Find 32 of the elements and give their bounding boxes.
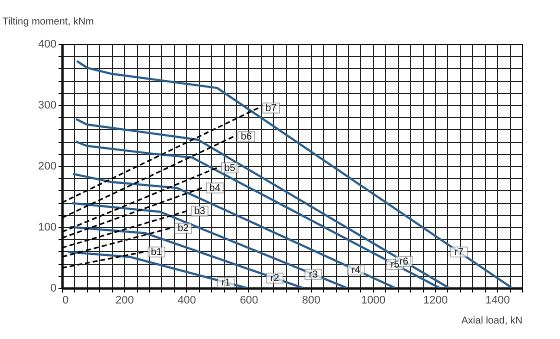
y-axis-title: Tilting moment, kNm	[2, 16, 94, 28]
y-tick-label: 400	[38, 38, 56, 50]
x-tick-label: 600	[240, 294, 258, 306]
x-axis-title: Axial load, kN	[461, 316, 522, 326]
series-label: r1	[221, 277, 231, 288]
line-series	[74, 140, 441, 288]
series-label: b5	[224, 162, 236, 174]
series-label: b2	[178, 223, 190, 234]
line-series	[76, 60, 514, 288]
series-label: r6	[399, 256, 409, 268]
series-label: b7	[266, 103, 278, 114]
series-label: r7	[454, 246, 464, 258]
x-tick-label: 1000	[361, 294, 386, 306]
y-tick-label: 300	[38, 100, 56, 112]
y-tick-label: 100	[38, 222, 56, 234]
series-label: r2	[270, 273, 280, 284]
series-label: r5	[390, 260, 400, 271]
series-label: b1	[150, 247, 162, 258]
x-tick-label: 200	[115, 294, 134, 306]
series-label: r4	[351, 264, 361, 276]
series-label: b6	[240, 132, 252, 143]
y-tick-label: 200	[38, 160, 56, 172]
x-tick-label: 1400	[485, 294, 510, 306]
y-tick-label: 0	[50, 282, 56, 294]
line-series	[74, 118, 450, 288]
x-tick-label: 1200	[423, 294, 448, 306]
x-tick-label: 400	[178, 294, 196, 306]
series-label: b4	[209, 182, 221, 194]
series-label: b3	[194, 206, 206, 218]
series-label: r3	[308, 269, 318, 280]
x-tick-label: 0	[62, 294, 69, 306]
x-tick-label: 800	[302, 294, 320, 306]
